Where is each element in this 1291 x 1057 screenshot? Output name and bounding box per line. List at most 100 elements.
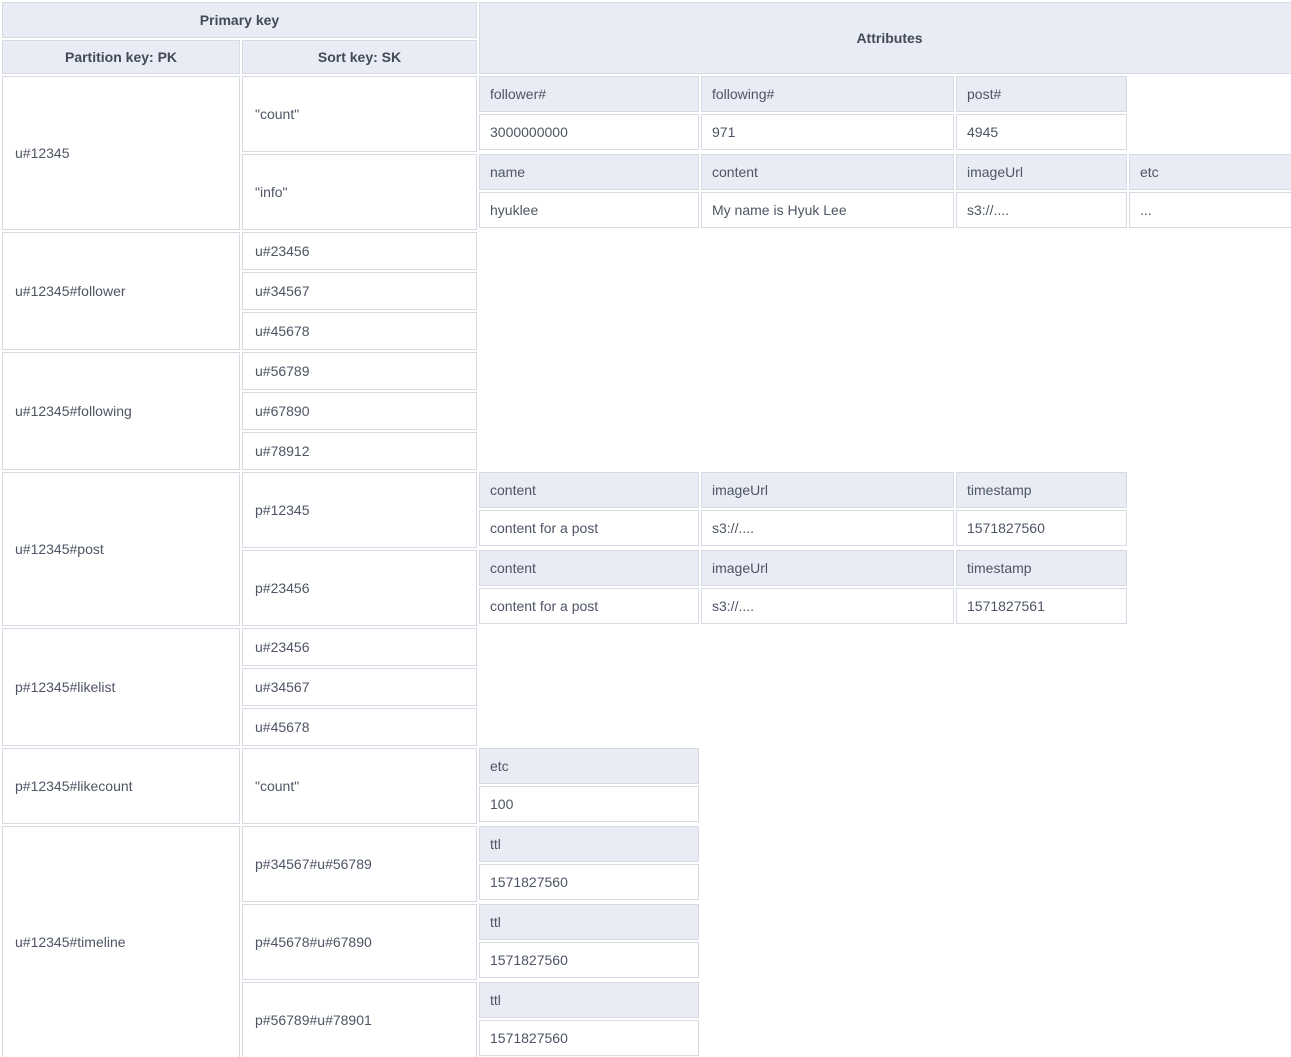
table-row: "info" name content imageUrl etc hyuklee My na…: [2, 154, 1291, 230]
attributes-cell: content imageUrl timestamp content for a po…: [479, 472, 1291, 548]
pk-cell: p#12345#likelist: [2, 628, 240, 746]
attribute-header-row: etc: [479, 748, 699, 784]
attribute-header-row: ttl: [479, 982, 699, 1018]
attribute-value-row: 3000000000 971 4945: [479, 114, 1127, 150]
sk-cell: p#23456: [242, 550, 477, 626]
attributes-cell: ttl 1571827560: [479, 904, 1291, 980]
attribute-header-row: content imageUrl timestamp: [479, 550, 1127, 586]
table-row: u#34567: [2, 668, 1291, 706]
attribute-name: content: [479, 550, 699, 586]
table-row: u#12345#following u#56789: [2, 352, 1291, 470]
attribute-value-row: 100: [479, 786, 699, 822]
header-row-primary: Primary key Attributes: [2, 2, 1291, 74]
attribute-value-row: 1571827560: [479, 1020, 699, 1056]
sk-cell: p#45678#u#67890: [242, 904, 477, 980]
attribute-name: name: [479, 154, 699, 190]
sk-cell: u#78912: [242, 432, 477, 470]
sk-cell: "count": [242, 76, 477, 152]
attribute-value: 1571827561: [956, 588, 1127, 624]
attributes-cell: [479, 352, 1291, 390]
attribute-header-row: ttl: [479, 826, 699, 862]
attributes-cell: [479, 432, 1291, 470]
attribute-value: hyuklee: [479, 192, 699, 228]
attribute-name: etc: [1129, 154, 1291, 190]
attributes-cell: ttl 1571827560: [479, 826, 1291, 902]
attributes-cell: etc 100: [479, 748, 1291, 824]
pk-cell: u#12345#follower: [2, 232, 240, 350]
attribute-name: timestamp: [956, 550, 1127, 586]
attribute-name: following#: [701, 76, 954, 112]
sk-cell: u#67890: [242, 392, 477, 430]
table-row: p#12345#likecount "count" etc 100: [2, 748, 1291, 824]
attribute-header-row: name content imageUrl etc: [479, 154, 1291, 190]
partition-key-header: Partition key: PK: [2, 40, 240, 74]
attribute-header-row: content imageUrl timestamp: [479, 472, 1127, 508]
attributes-cell: ttl 1571827560: [479, 982, 1291, 1057]
attributes-cell: [479, 232, 1291, 270]
attribute-name: post#: [956, 76, 1127, 112]
attribute-value-row: 1571827560: [479, 864, 699, 900]
sk-cell: u#56789: [242, 352, 477, 390]
attribute-table: etc 100: [477, 746, 701, 824]
header-row-keys: Partition key: PK Sort key: SK: [2, 40, 1291, 74]
attribute-name: ttl: [479, 904, 699, 940]
table-row: p#23456 content imageUrl timestamp content f…: [2, 550, 1291, 626]
attribute-value: My name is Hyuk Lee: [701, 192, 954, 228]
pk-cell: u#12345#post: [2, 472, 240, 626]
attribute-table: content imageUrl timestamp content for a po…: [477, 470, 1129, 548]
attribute-value-row: content for a post s3://.... 1571827560: [479, 510, 1127, 546]
table-row: u#12345#follower u#23456: [2, 232, 1291, 350]
primary-key-header: Primary key: [2, 2, 477, 38]
attribute-value: 1571827560: [479, 1020, 699, 1056]
sk-cell: u#45678: [242, 708, 477, 746]
table-row: u#45678: [2, 708, 1291, 746]
attribute-table: ttl 1571827560: [477, 902, 701, 980]
attribute-name: ttl: [479, 982, 699, 1018]
attribute-table: ttl 1571827560: [477, 824, 701, 902]
attribute-value-row: content for a post s3://.... 1571827561: [479, 588, 1127, 624]
attribute-header-row: follower# following# post#: [479, 76, 1127, 112]
table-row: u#12345#timeline p#34567#u#56789 ttl 157182…: [2, 826, 1291, 1057]
sk-cell: u#45678: [242, 312, 477, 350]
attribute-value: content for a post: [479, 510, 699, 546]
attributes-cell: [479, 272, 1291, 310]
attribute-value: 3000000000: [479, 114, 699, 150]
attribute-header-row: ttl: [479, 904, 699, 940]
table-row: u#78912: [2, 432, 1291, 470]
attribute-value: s3://....: [701, 588, 954, 624]
table-row: p#56789#u#78901 ttl 1571827560: [2, 982, 1291, 1057]
sk-cell: p#12345: [242, 472, 477, 548]
attribute-name: imageUrl: [956, 154, 1127, 190]
attribute-value-row: 1571827560: [479, 942, 699, 978]
sk-cell: p#34567#u#56789: [242, 826, 477, 902]
attributes-header: Attributes: [479, 2, 1291, 74]
pk-cell: u#12345#following: [2, 352, 240, 470]
attributes-cell: [479, 628, 1291, 666]
sk-cell: "count": [242, 748, 477, 824]
attribute-value: 971: [701, 114, 954, 150]
attribute-table: ttl 1571827560: [477, 980, 701, 1057]
attribute-value-row: hyuklee My name is Hyuk Lee s3://.......: [479, 192, 1291, 228]
attribute-table: name content imageUrl etc hyuklee My name is …: [477, 152, 1291, 230]
attribute-name: follower#: [479, 76, 699, 112]
attribute-name: content: [479, 472, 699, 508]
sk-cell: u#23456: [242, 628, 477, 666]
attribute-name: timestamp: [956, 472, 1127, 508]
sk-cell: "info": [242, 154, 477, 230]
attribute-value: content for a post: [479, 588, 699, 624]
attributes-cell: name content imageUrl etc hyuklee My name is …: [479, 154, 1291, 230]
attribute-name: imageUrl: [701, 550, 954, 586]
attribute-value: 4945: [956, 114, 1127, 150]
attributes-cell: [479, 668, 1291, 706]
table-row: u#67890: [2, 392, 1291, 430]
table-row: u#12345 "count" follower# following# post# 30…: [2, 76, 1291, 230]
attribute-name: content: [701, 154, 954, 190]
sk-cell: u#34567: [242, 668, 477, 706]
pk-cell: u#12345: [2, 76, 240, 230]
attributes-cell: [479, 708, 1291, 746]
attribute-value: s3://....: [701, 510, 954, 546]
attributes-cell: [479, 312, 1291, 350]
attribute-name: imageUrl: [701, 472, 954, 508]
